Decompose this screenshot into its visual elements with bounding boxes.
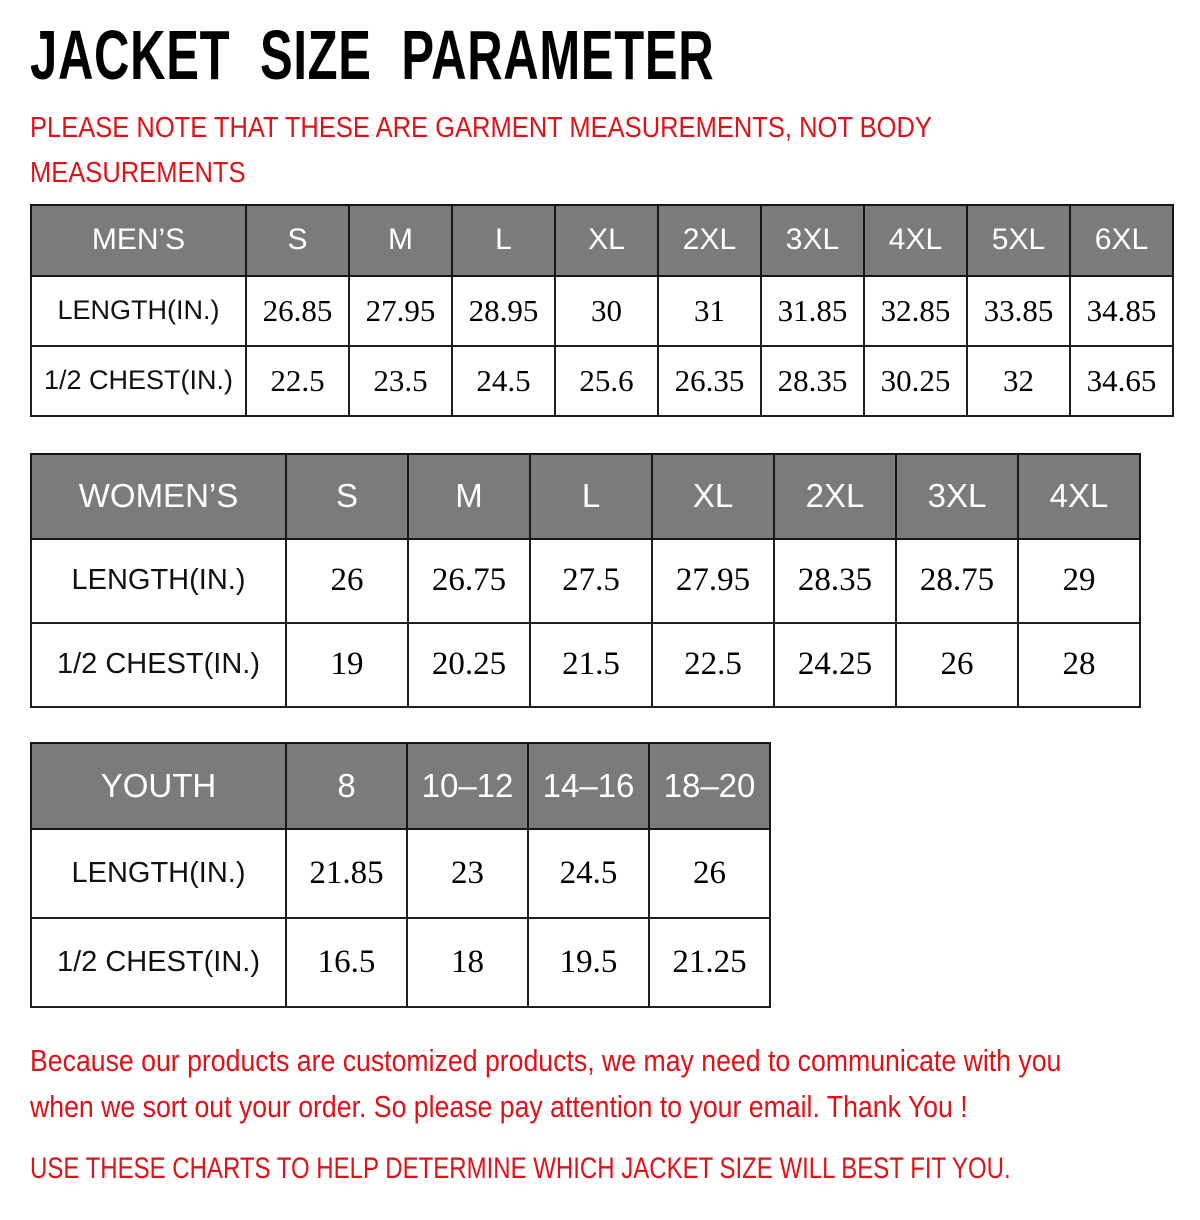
size-value-cell: 34.65 [1069,344,1174,417]
womens-length-row: LENGTH(IN.) 26 26.75 27.5 27.95 28.35 28… [30,537,1141,624]
size-value-cell: 18 [406,916,529,1008]
mens-table-title: MEN’S [30,203,247,277]
size-value-cell: 31.85 [760,274,865,347]
garment-measurement-note: PLEASE NOTE THAT THESE ARE GARMENT MEASU… [30,106,1033,196]
size-header-cell: M [348,203,453,277]
mens-chest-row: 1/2 CHEST(IN.) 22.5 23.5 24.5 25.6 26.35… [30,344,1174,417]
size-value-cell: 28.75 [895,537,1019,624]
size-value-cell: 26 [648,827,771,919]
size-value-cell: 28 [1017,621,1141,708]
mens-length-row: LENGTH(IN.) 26.85 27.95 28.95 30 31 31.8… [30,274,1174,347]
size-header-cell: S [245,203,350,277]
size-header-cell: L [451,203,556,277]
size-header-cell: 5XL [966,203,1071,277]
size-value-cell: 16.5 [285,916,408,1008]
womens-chest-row: 1/2 CHEST(IN.) 19 20.25 21.5 22.5 24.25 … [30,621,1141,708]
row-label: 1/2 CHEST(IN.) [30,621,287,708]
womens-size-table: WOMEN’S S M L XL 2XL 3XL 4XL LENGTH(IN.)… [30,452,1141,708]
size-value-cell: 25.6 [554,344,659,417]
size-value-cell: 24.5 [527,827,650,919]
size-value-cell: 26.75 [407,537,531,624]
size-header-cell: 14–16 [527,741,650,830]
size-header-cell: 18–20 [648,741,771,830]
row-label: 1/2 CHEST(IN.) [30,344,247,417]
youth-chest-row: 1/2 CHEST(IN.) 16.5 18 19.5 21.25 [30,916,771,1008]
size-value-cell: 21.5 [529,621,653,708]
size-header-cell: S [285,452,409,540]
size-header-cell: 4XL [863,203,968,277]
size-header-cell: 4XL [1017,452,1141,540]
size-header-cell: 8 [285,741,408,830]
mens-header-row: MEN’S S M L XL 2XL 3XL 4XL 5XL 6XL [30,203,1174,277]
usage-note: USE THESE CHARTS TO HELP DETERMINE WHICH… [30,1151,1011,1185]
mens-size-table: MEN’S S M L XL 2XL 3XL 4XL 5XL 6XL LENGT… [30,203,1174,417]
size-value-cell: 21.85 [285,827,408,919]
size-value-cell: 19.5 [527,916,650,1008]
customization-note: Because our products are customized prod… [30,1038,1062,1131]
customization-note-line-2: when we sort out your order. So please p… [30,1089,968,1125]
note-line-2: MEASUREMENTS [30,156,246,189]
size-value-cell: 28.35 [760,344,865,417]
size-header-cell: L [529,452,653,540]
size-value-cell: 30.25 [863,344,968,417]
size-header-cell: 10–12 [406,741,529,830]
size-header-cell: 2XL [657,203,762,277]
size-value-cell: 23 [406,827,529,919]
note-line-1: PLEASE NOTE THAT THESE ARE GARMENT MEASU… [30,112,932,144]
size-value-cell: 22.5 [245,344,350,417]
size-value-cell: 24.5 [451,344,556,417]
size-value-cell: 33.85 [966,274,1071,347]
size-value-cell: 32 [966,344,1071,417]
size-value-cell: 27.95 [348,274,453,347]
size-value-cell: 19 [285,621,409,708]
size-value-cell: 34.85 [1069,274,1174,347]
size-value-cell: 20.25 [407,621,531,708]
row-label: 1/2 CHEST(IN.) [30,916,287,1008]
size-value-cell: 27.95 [651,537,775,624]
size-value-cell: 30 [554,274,659,347]
youth-size-table: YOUTH 8 10–12 14–16 18–20 LENGTH(IN.) 21… [30,741,771,1008]
size-value-cell: 28.95 [451,274,556,347]
page-title: JACKET SIZE PARAMETER [30,16,715,94]
size-value-cell: 23.5 [348,344,453,417]
size-value-cell: 28.35 [773,537,897,624]
youth-table-title: YOUTH [30,741,287,830]
size-value-cell: 24.25 [773,621,897,708]
row-label: LENGTH(IN.) [30,537,287,624]
size-header-cell: 3XL [760,203,865,277]
womens-table-title: WOMEN’S [30,452,287,540]
row-label: LENGTH(IN.) [30,827,287,919]
size-value-cell: 26.85 [245,274,350,347]
size-chart-page: JACKET SIZE PARAMETER PLEASE NOTE THAT T… [0,20,1200,1220]
size-value-cell: 29 [1017,537,1141,624]
customization-note-line-1: Because our products are customized prod… [30,1042,1062,1078]
size-value-cell: 32.85 [863,274,968,347]
size-value-cell: 26.35 [657,344,762,417]
size-header-cell: M [407,452,531,540]
youth-header-row: YOUTH 8 10–12 14–16 18–20 [30,741,771,830]
size-header-cell: XL [554,203,659,277]
size-value-cell: 26 [285,537,409,624]
womens-header-row: WOMEN’S S M L XL 2XL 3XL 4XL [30,452,1141,540]
size-value-cell: 26 [895,621,1019,708]
size-header-cell: 2XL [773,452,897,540]
row-label: LENGTH(IN.) [30,274,247,347]
size-header-cell: XL [651,452,775,540]
size-header-cell: 3XL [895,452,1019,540]
size-value-cell: 21.25 [648,916,771,1008]
size-value-cell: 27.5 [529,537,653,624]
size-header-cell: 6XL [1069,203,1174,277]
size-value-cell: 31 [657,274,762,347]
youth-length-row: LENGTH(IN.) 21.85 23 24.5 26 [30,827,771,919]
size-value-cell: 22.5 [651,621,775,708]
